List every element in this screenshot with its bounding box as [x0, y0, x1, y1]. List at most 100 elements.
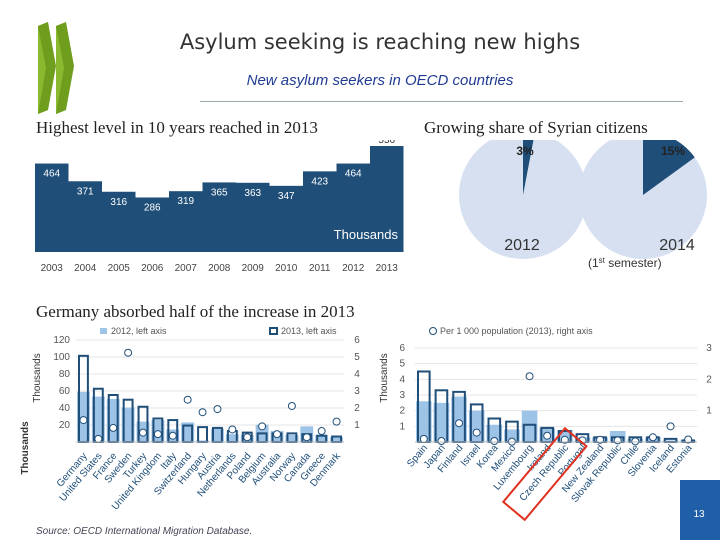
annual-year-label: 2007	[175, 263, 198, 274]
per1000-dot	[543, 431, 552, 440]
annual-asylum-chart: 464 371 316 286 319 365 363 347 423 464 556 Thousa…	[35, 140, 404, 274]
legend-swatch-per1000	[429, 327, 437, 335]
pie-year-label: 2014	[659, 237, 695, 254]
per1000-dot	[198, 408, 207, 417]
left-tick-label: 40	[59, 403, 71, 414]
bar-2012	[121, 407, 135, 442]
annual-bar	[102, 191, 136, 252]
annual-year-label: 2008	[208, 263, 231, 274]
annual-bar	[135, 197, 169, 252]
bar-2012	[315, 434, 329, 442]
right-tick-label: 2	[706, 374, 712, 385]
annual-value-label: 423	[311, 176, 328, 187]
legend-label-per1000: Per 1 000 population (2013), right axis	[440, 326, 593, 336]
annual-year-label: 2003	[41, 263, 64, 274]
per1000-dot	[317, 427, 326, 436]
legend-label-2013: 2013, left axis	[281, 326, 337, 336]
per1000-dot	[684, 435, 693, 444]
annual-bar	[303, 171, 337, 252]
bar-2013	[197, 426, 209, 444]
legend-swatch-2012	[100, 328, 107, 334]
annual-year-label: 2005	[108, 263, 131, 274]
per1000-dot	[419, 434, 428, 443]
outer-axis-label: Thousands	[20, 421, 31, 475]
annual-bar	[236, 182, 270, 252]
left-tick-label: 60	[59, 386, 71, 397]
per1000-dot	[437, 437, 446, 446]
small-axis-label: Thousands	[379, 353, 390, 402]
per1000-dot	[109, 423, 118, 432]
legend-label-2012: 2012, left axis	[111, 326, 167, 336]
annual-value-label: 316	[110, 197, 127, 208]
bar-2012	[433, 402, 450, 442]
left-tick-label: 5	[399, 359, 405, 370]
corner-accent	[680, 480, 720, 540]
bar-2012	[285, 434, 299, 442]
per1000-dot	[213, 405, 222, 414]
annual-bar	[35, 163, 69, 252]
bar-2012	[106, 398, 120, 442]
left-tick-label: 6	[399, 343, 405, 354]
left-tick-label: 1	[399, 421, 405, 432]
page-number: 13	[693, 509, 705, 520]
annual-bar	[269, 185, 303, 252]
annual-bar	[202, 182, 236, 252]
bar-2012	[486, 424, 503, 442]
page-title: Asylum seeking is reaching new highs	[179, 30, 581, 54]
left-tick-label: 3	[399, 390, 405, 401]
right-chart-heading: Growing share of Syrian citizens	[424, 118, 648, 137]
pie-year-label: 2012	[504, 237, 540, 254]
per1000-dot	[525, 372, 534, 381]
left-tick-label: 120	[53, 335, 70, 346]
annual-bar	[68, 181, 102, 252]
annual-unit-label: Thousands	[334, 227, 399, 242]
per1000-dot	[243, 433, 252, 442]
per1000-dot	[490, 437, 499, 446]
right-tick-label: 1	[354, 420, 360, 431]
page-subtitle: New asylum seekers in OECD countries	[246, 72, 514, 89]
annual-year-label: 2011	[309, 263, 331, 274]
per1000-dot	[332, 417, 341, 426]
country-bars-small: Thousands Per 1 000 population (2013), r…	[379, 326, 712, 522]
right-tick-label: 6	[354, 335, 360, 346]
left-tick-label: 80	[59, 369, 71, 380]
bottom-chart-heading: Germany absorbed half of the increase in…	[36, 302, 355, 321]
pie-share-label: 3%	[516, 144, 534, 158]
per1000-dot	[631, 437, 640, 446]
bar-2012	[330, 437, 343, 442]
left-chart-heading: Highest level in 10 years reached in 201…	[36, 118, 318, 137]
pie-syrian-slice	[643, 140, 695, 195]
country-bars-large: Thousands Thousands 2012, left axis 2013,…	[20, 326, 360, 512]
per1000-dot	[153, 430, 162, 439]
annual-bar	[370, 146, 404, 252]
annual-value-label: 319	[177, 196, 194, 207]
annual-value-label: 363	[244, 188, 261, 199]
left-tick-label: 100	[53, 352, 70, 363]
bar-2012	[521, 410, 538, 442]
right-tick-label: 2	[354, 403, 360, 414]
per1000-dot	[79, 416, 88, 425]
annual-bar	[336, 163, 370, 252]
per1000-dot	[94, 434, 103, 443]
per1000-dot	[455, 419, 464, 428]
annual-value-label: 464	[345, 169, 362, 180]
annual-value-label: 286	[144, 202, 161, 213]
bar-2012	[416, 401, 432, 442]
right-tick-label: 1	[706, 406, 712, 417]
source-note: Source: OECD International Migration Dat…	[36, 526, 253, 537]
annual-year-label: 2004	[74, 263, 97, 274]
pie-2012	[459, 140, 587, 259]
per1000-dot	[648, 433, 657, 442]
annual-year-label: 2009	[242, 263, 265, 274]
right-tick-label: 5	[354, 352, 360, 363]
pie-note-label: (1st semester)	[588, 256, 662, 270]
annual-year-label: 2013	[376, 263, 399, 274]
syrian-share-pies: 3% 2012 15% 2014 (1st semester)	[459, 140, 707, 270]
per1000-dot	[183, 395, 192, 404]
annual-value-label: 556	[378, 140, 395, 146]
left-tick-label: 20	[59, 420, 71, 431]
per1000-dot	[228, 425, 237, 434]
pie-share-label: 15%	[661, 144, 685, 158]
bar-2012	[91, 396, 105, 442]
per1000-dot	[666, 422, 675, 431]
